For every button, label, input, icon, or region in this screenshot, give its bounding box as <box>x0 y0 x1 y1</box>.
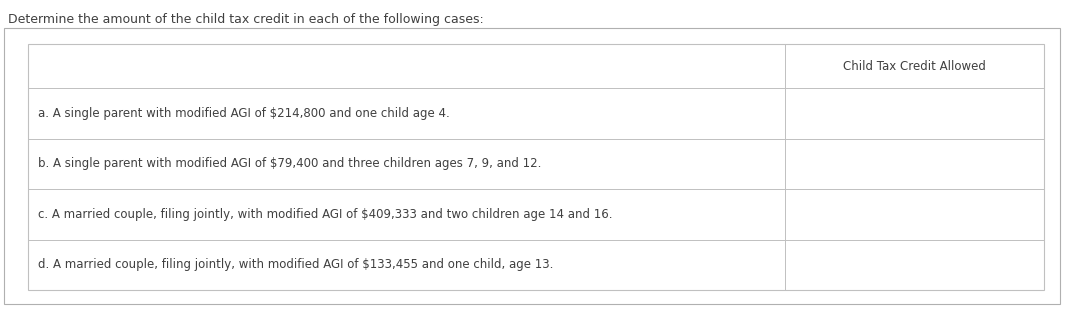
Text: Determine the amount of the child tax credit in each of the following cases:: Determine the amount of the child tax cr… <box>7 13 484 26</box>
Text: d. A married couple, filing jointly, with modified AGI of $133,455 and one child: d. A married couple, filing jointly, wit… <box>37 258 554 271</box>
Text: Child Tax Credit Allowed: Child Tax Credit Allowed <box>843 59 986 72</box>
Text: c. A married couple, filing jointly, with modified AGI of $409,333 and two child: c. A married couple, filing jointly, wit… <box>37 208 613 221</box>
Bar <box>4 28 1060 304</box>
Text: a. A single parent with modified AGI of $214,800 and one child age 4.: a. A single parent with modified AGI of … <box>37 107 450 120</box>
Bar <box>28 44 1044 290</box>
Text: b. A single parent with modified AGI of $79,400 and three children ages 7, 9, an: b. A single parent with modified AGI of … <box>37 157 541 170</box>
